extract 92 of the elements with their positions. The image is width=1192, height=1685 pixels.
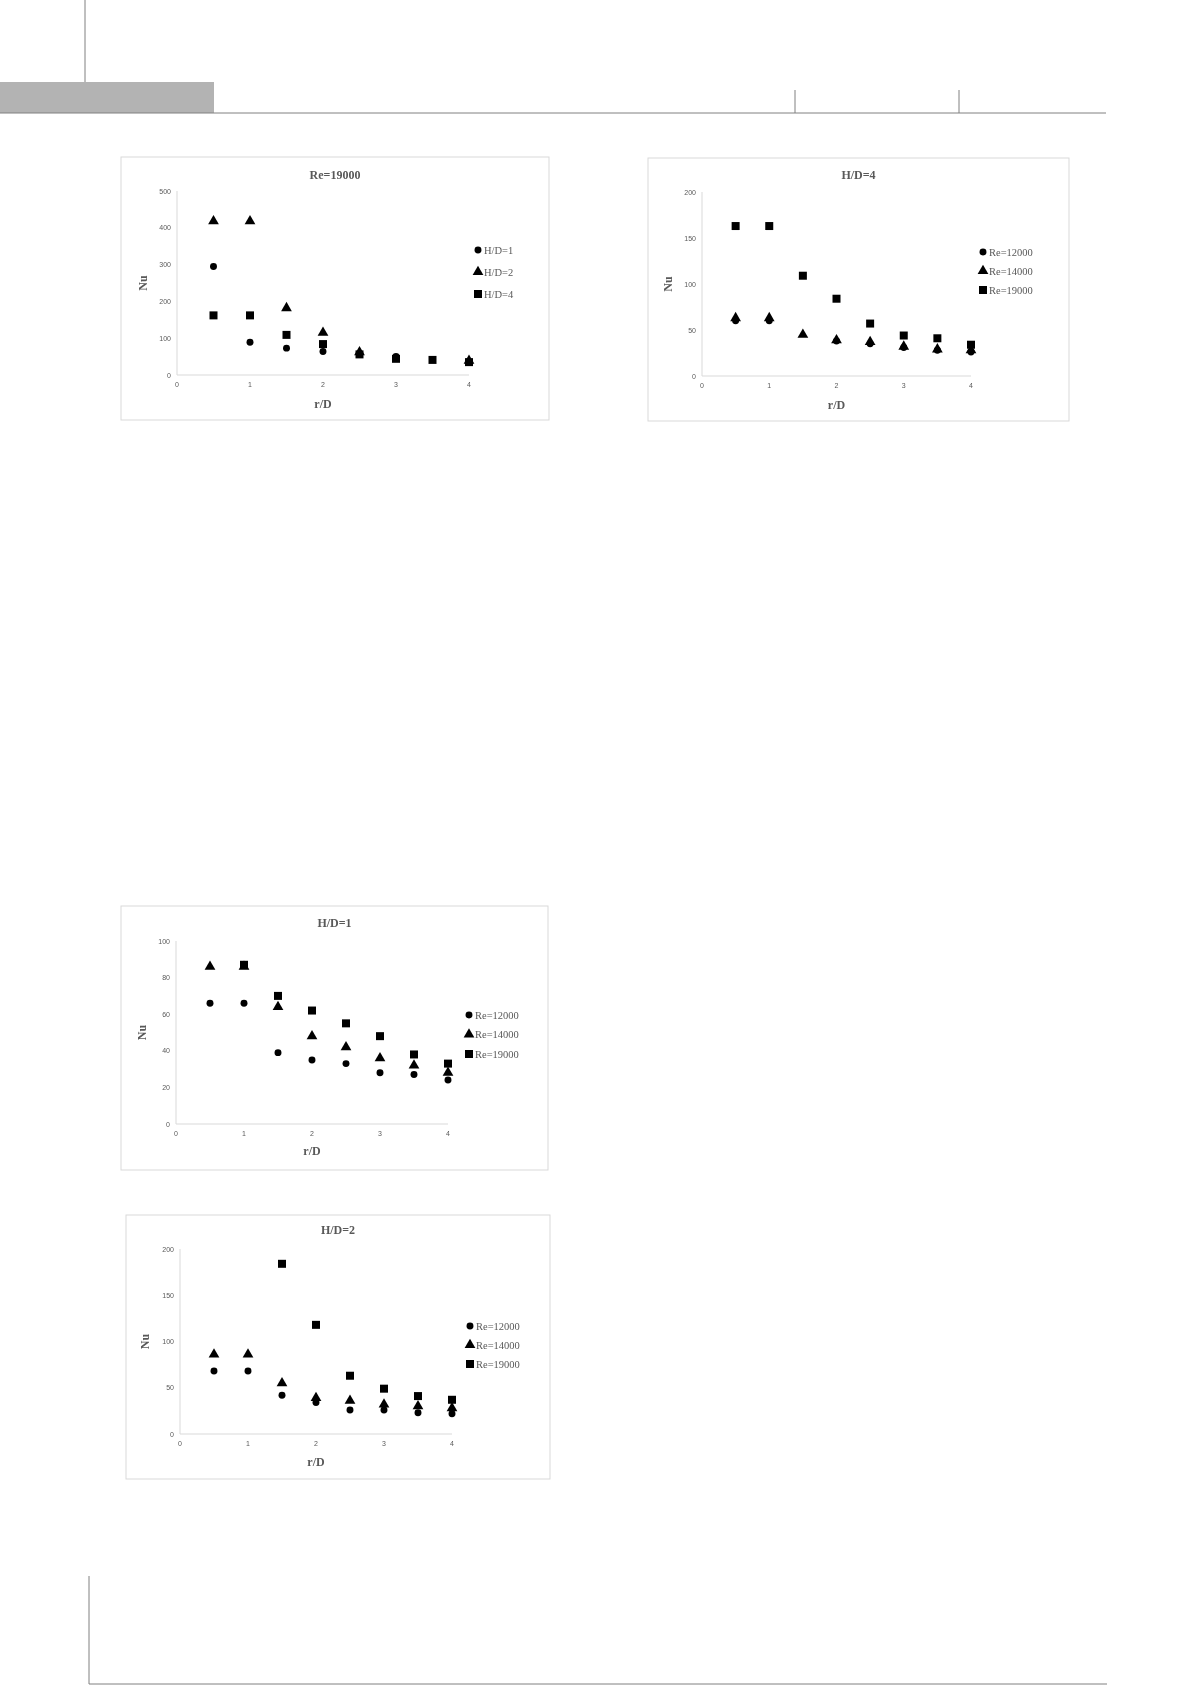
point (797, 328, 809, 338)
point (210, 1367, 218, 1375)
point (210, 262, 217, 270)
x-axis-title: r/D (307, 1455, 325, 1469)
point (899, 331, 908, 340)
point (442, 1066, 454, 1076)
point (308, 1056, 316, 1064)
point (242, 1348, 254, 1358)
legend-label: H/D=1 (484, 244, 514, 256)
legend-label: H/D=4 (484, 288, 514, 300)
point (278, 1391, 286, 1399)
point (240, 999, 248, 1007)
point (312, 1320, 320, 1329)
chart-title: Re=19000 (309, 168, 361, 182)
point (308, 1006, 316, 1015)
point (272, 1000, 284, 1010)
point (967, 340, 975, 349)
point (444, 1059, 452, 1068)
point (410, 1050, 418, 1059)
point (831, 333, 842, 344)
y-axis-title: Nu (138, 1333, 152, 1350)
point (465, 358, 473, 367)
legend-label: Re=14000 (475, 1029, 519, 1040)
y-axis-title: Nu (661, 276, 675, 292)
point (763, 311, 775, 322)
point (414, 1409, 422, 1417)
point (346, 1406, 354, 1414)
point (448, 1395, 456, 1404)
point (414, 1392, 422, 1401)
point (346, 1371, 354, 1380)
point (306, 1029, 318, 1040)
point (374, 1051, 386, 1062)
point (208, 1348, 220, 1358)
x-axis-title: r/D (314, 397, 332, 411)
point (731, 222, 740, 231)
legend-label: Re=12000 (476, 1320, 520, 1332)
point (864, 335, 876, 346)
point (342, 1060, 350, 1068)
point (344, 1394, 356, 1404)
point (282, 330, 291, 339)
point (412, 1400, 424, 1410)
point (246, 338, 254, 346)
point (276, 1376, 288, 1387)
point (310, 1391, 322, 1402)
point (730, 311, 741, 322)
point (208, 214, 219, 225)
point (832, 294, 841, 303)
point (428, 355, 437, 364)
y-axis-title: Nu (135, 1024, 149, 1041)
point (274, 991, 282, 1000)
point (376, 1032, 384, 1041)
point (933, 334, 942, 343)
point (283, 344, 290, 352)
point (278, 1259, 286, 1268)
point (408, 1059, 420, 1069)
point (319, 347, 327, 355)
point (376, 1069, 384, 1077)
point (246, 311, 254, 320)
point (244, 214, 256, 225)
point (340, 1040, 352, 1051)
point (206, 999, 214, 1007)
point (866, 319, 875, 328)
point (355, 350, 364, 359)
legend-label: Re=19000 (989, 284, 1033, 296)
legend-label: Re=19000 (475, 1048, 519, 1060)
chart-title: H/D=1 (317, 916, 352, 930)
x-axis-title: r/D (827, 398, 846, 412)
point (342, 1019, 350, 1028)
legend-label: Re=14000 (476, 1339, 520, 1351)
point (798, 271, 807, 280)
legend-label: Re=14000 (989, 265, 1033, 277)
x-axis-title: r/D (303, 1144, 321, 1158)
chart-title: H/D=4 (841, 168, 876, 182)
point (765, 222, 774, 231)
y-axis-title: Nu (136, 275, 150, 291)
point (378, 1398, 390, 1408)
legend-label: Re=12000 (475, 1009, 519, 1021)
point (274, 1049, 282, 1057)
point (317, 326, 329, 336)
point (204, 960, 216, 970)
point (380, 1384, 388, 1393)
legend-label: Re=12000 (989, 246, 1033, 258)
chart-title: H/D=2 (320, 1223, 356, 1237)
point (281, 301, 292, 312)
point (444, 1076, 452, 1084)
legend-label: H/D=2 (484, 266, 514, 278)
point (410, 1071, 418, 1079)
point (319, 340, 327, 349)
point (209, 311, 218, 320)
legend-label: Re=19000 (476, 1358, 520, 1370)
point (244, 1367, 252, 1375)
point (898, 340, 910, 350)
